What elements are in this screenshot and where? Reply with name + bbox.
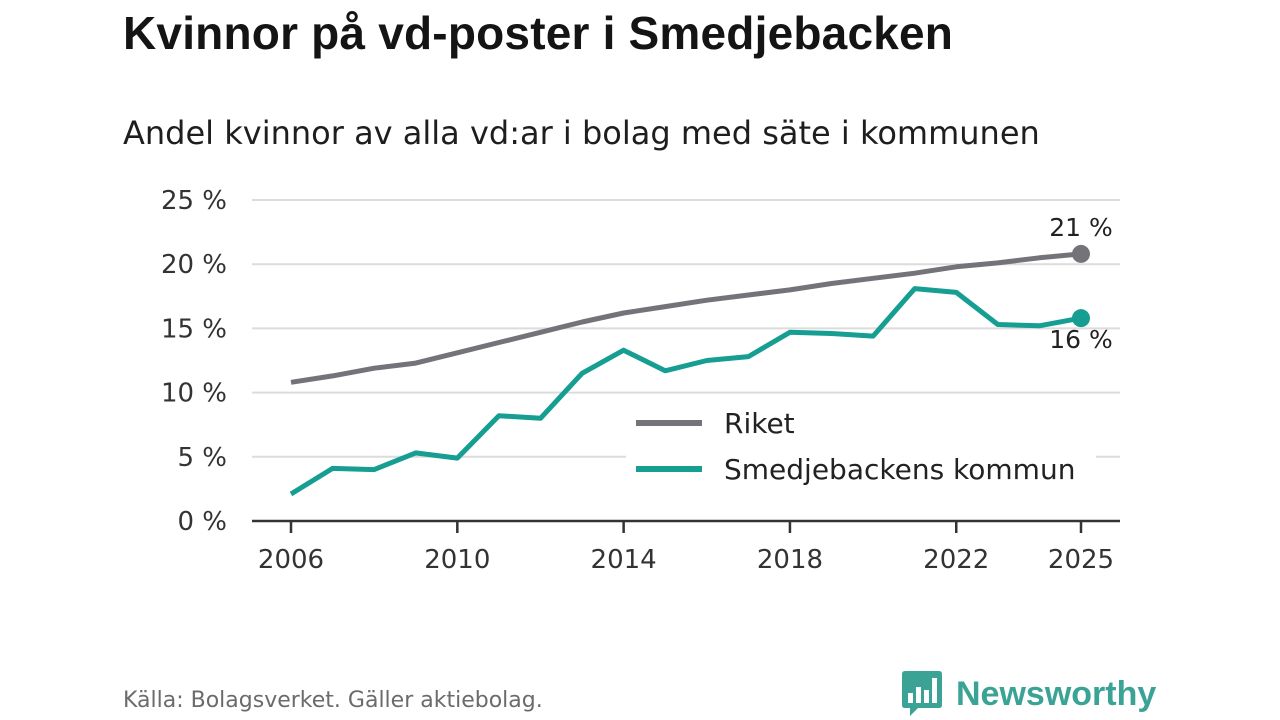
brand[interactable]: Newsworthy	[902, 670, 1156, 718]
bar-chart-speech-bubble-icon	[902, 671, 942, 716]
chart-title: Kvinnor på vd-poster i Smedjebacken	[123, 7, 954, 59]
x-axis: 2006 2010 2014 2018 2022 2025	[252, 519, 1120, 575]
legend-background	[626, 400, 1096, 496]
y-tick-label: 5 %	[177, 443, 227, 473]
source-note: Källa: Bolagsverket. Gäller aktiebolag.	[123, 688, 543, 713]
line-chart: 0 %5 %10 %15 %20 %25 % 2006 2010 2014 2018 2…	[161, 186, 1120, 575]
y-tick-label: 20 %	[161, 250, 227, 280]
y-tick-label: 0 %	[177, 507, 227, 537]
end-labels: 21 % 16 %	[1049, 213, 1113, 354]
legend-label: Riket	[724, 407, 795, 440]
x-tick-label: 2022	[923, 545, 989, 575]
series-end-point	[1072, 309, 1090, 328]
series-end-point	[1072, 244, 1090, 263]
end-label-riket: 21 %	[1049, 213, 1113, 242]
legend: Riket Smedjebackens kommun	[626, 400, 1096, 496]
x-tick-label: 2010	[424, 545, 490, 575]
series-line-riket	[290, 251, 1082, 385]
chart-subtitle: Andel kvinnor av alla vd:ar i bolag med …	[123, 114, 1040, 152]
x-tick-label: 2018	[757, 545, 823, 575]
x-tick-label: 2025	[1048, 545, 1114, 575]
y-tick-label: 15 %	[161, 314, 227, 344]
y-axis-ticks: 0 % 5 % 10 % 15 % 20 % 25 %	[161, 186, 227, 537]
x-tick-label: 2006	[258, 545, 324, 575]
legend-label: Smedjebackens kommun	[724, 453, 1075, 486]
brand-name: Newsworthy	[956, 674, 1157, 713]
x-tick-label: 2014	[591, 545, 657, 575]
y-tick-label: 25 %	[161, 186, 227, 216]
series-lines	[289, 244, 1090, 497]
y-tick-label: 10 %	[161, 379, 227, 409]
end-label-kommun: 16 %	[1049, 325, 1113, 354]
series-line-kommun	[289, 286, 1082, 497]
